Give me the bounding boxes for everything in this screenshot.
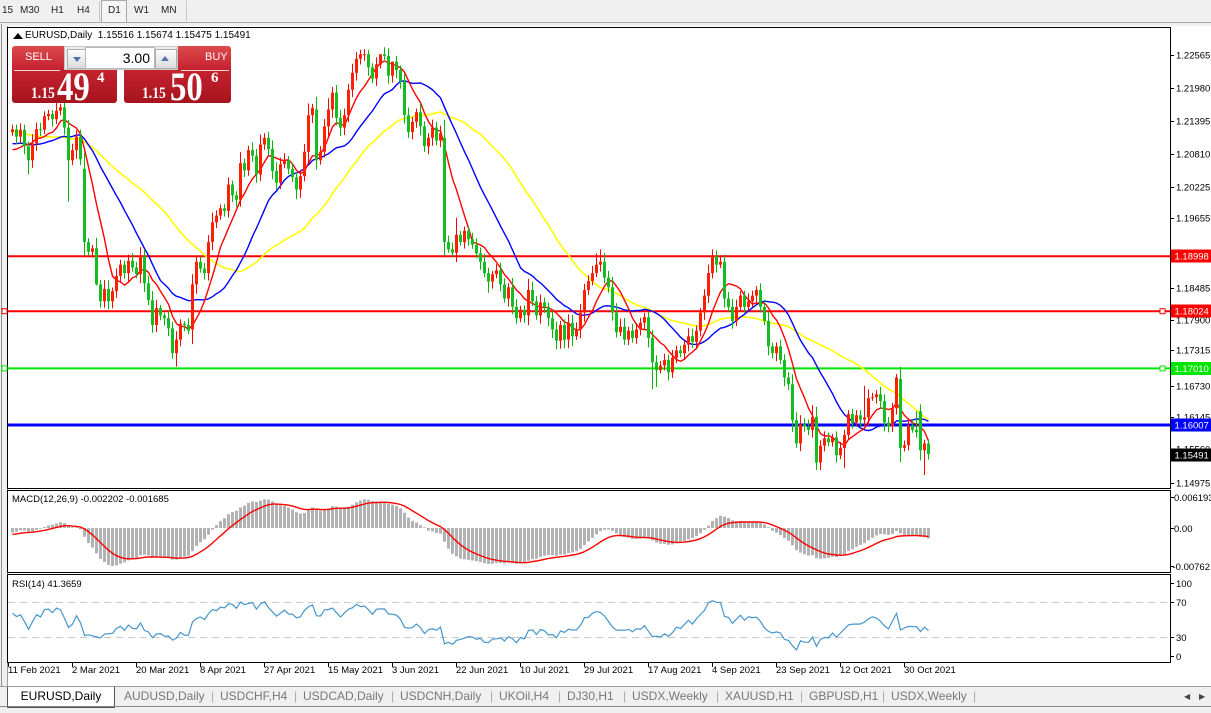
svg-text:MACD(12,26,9) -0.002202 -0.001: MACD(12,26,9) -0.002202 -0.001685 [12, 494, 169, 505]
svg-text:11 Feb 2021: 11 Feb 2021 [8, 665, 61, 676]
svg-text:22 Jun 2021: 22 Jun 2021 [456, 665, 508, 676]
svg-text:RSI(14) 41.3659: RSI(14) 41.3659 [12, 579, 82, 590]
svg-text:2 Mar 2021: 2 Mar 2021 [72, 665, 120, 676]
svg-text:0.006193: 0.006193 [1174, 493, 1211, 504]
svg-text:1.17010: 1.17010 [1175, 364, 1209, 375]
svg-text:100: 100 [1176, 579, 1192, 590]
svg-text:0: 0 [1176, 652, 1181, 663]
svg-text:20 Mar 2021: 20 Mar 2021 [136, 665, 189, 676]
svg-text:10 Jul 2021: 10 Jul 2021 [520, 665, 569, 676]
svg-text:15 May 2021: 15 May 2021 [328, 665, 383, 676]
svg-text:1.18485: 1.18485 [1176, 284, 1210, 295]
svg-text:1.21980: 1.21980 [1176, 84, 1210, 95]
svg-text:1.16145: 1.16145 [1176, 413, 1210, 424]
svg-text:23 Sep 2021: 23 Sep 2021 [776, 665, 830, 676]
svg-text:1.16730: 1.16730 [1176, 382, 1210, 393]
svg-text:1.21395: 1.21395 [1176, 117, 1210, 128]
svg-text:1.17315: 1.17315 [1176, 346, 1210, 357]
svg-text:70: 70 [1176, 598, 1187, 609]
svg-text:1.18024: 1.18024 [1175, 307, 1209, 318]
svg-text:1.22565: 1.22565 [1176, 51, 1210, 62]
svg-text:29 Jul 2021: 29 Jul 2021 [584, 665, 633, 676]
svg-text:27 Apr 2021: 27 Apr 2021 [264, 665, 315, 676]
svg-text:30 Oct 2021: 30 Oct 2021 [904, 665, 956, 676]
svg-text:-0.00762: -0.00762 [1173, 562, 1211, 573]
svg-text:1.20810: 1.20810 [1176, 150, 1210, 161]
svg-text:1.19655: 1.19655 [1176, 214, 1210, 225]
svg-text:30: 30 [1176, 633, 1187, 644]
svg-text:1.14975: 1.14975 [1176, 479, 1210, 490]
svg-text:4 Sep 2021: 4 Sep 2021 [712, 665, 761, 676]
svg-text:17 Aug 2021: 17 Aug 2021 [648, 665, 701, 676]
svg-text:1.16007: 1.16007 [1175, 421, 1209, 432]
svg-text:0.00: 0.00 [1174, 524, 1193, 535]
svg-text:12 Oct 2021: 12 Oct 2021 [840, 665, 892, 676]
svg-text:8 Apr 2021: 8 Apr 2021 [200, 665, 246, 676]
svg-text:1.20225: 1.20225 [1176, 183, 1210, 194]
svg-text:1.18998: 1.18998 [1175, 252, 1209, 263]
svg-text:3 Jun 2021: 3 Jun 2021 [392, 665, 439, 676]
svg-text:1.17900: 1.17900 [1176, 316, 1210, 327]
svg-text:1.15491: 1.15491 [1175, 451, 1209, 462]
